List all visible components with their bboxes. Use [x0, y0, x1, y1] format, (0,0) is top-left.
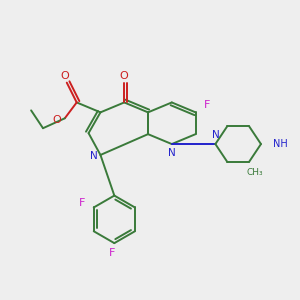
- Text: F: F: [204, 100, 211, 110]
- Text: NH: NH: [273, 139, 288, 149]
- Text: O: O: [120, 71, 129, 81]
- Text: O: O: [60, 71, 69, 81]
- Text: N: N: [90, 151, 98, 161]
- Text: F: F: [109, 248, 116, 258]
- Text: N: N: [212, 130, 219, 140]
- Text: CH₃: CH₃: [247, 168, 263, 177]
- Text: F: F: [79, 199, 85, 208]
- Text: O: O: [52, 115, 61, 125]
- Text: N: N: [168, 148, 176, 158]
